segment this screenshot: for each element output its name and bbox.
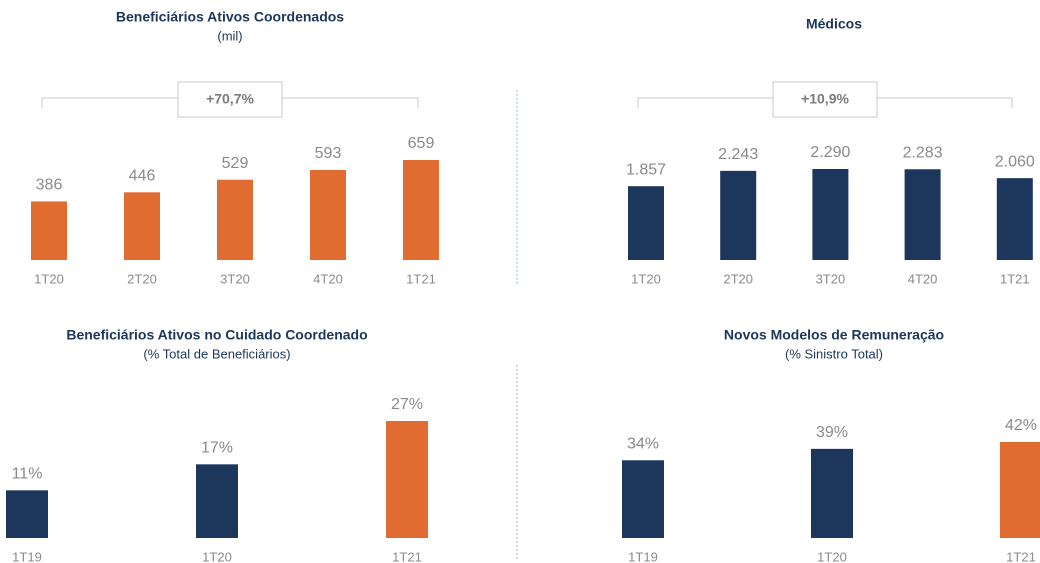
value-label: 2.283	[903, 144, 943, 161]
chart-title: Beneficiários Ativos no Cuidado Coordena…	[66, 327, 367, 343]
value-label: 2.290	[810, 144, 850, 161]
x-tick-label: 1T21	[1006, 549, 1036, 563]
annotation-box	[772, 81, 878, 118]
x-tick-label: 1T21	[392, 549, 422, 563]
x-tick-label: 4T20	[313, 271, 343, 286]
bar	[386, 421, 428, 538]
chart-title: Beneficiários Ativos Coordenados	[116, 9, 344, 25]
value-label: 2.060	[995, 153, 1035, 170]
bar	[622, 460, 664, 538]
bar	[124, 192, 160, 260]
x-tick-label: 1T21	[1000, 271, 1030, 286]
value-label: 529	[222, 155, 249, 172]
bar	[628, 186, 664, 260]
value-label: 11%	[12, 466, 43, 483]
x-tick-label: 3T20	[220, 271, 250, 286]
x-tick-label: 2T20	[127, 271, 157, 286]
x-tick-label: 3T20	[816, 271, 846, 286]
bar	[31, 201, 67, 260]
bar	[217, 179, 253, 260]
x-tick-label: 1T19	[628, 549, 658, 563]
value-label: 17%	[201, 440, 233, 457]
bar	[403, 160, 439, 260]
annotation-box	[177, 81, 283, 118]
bar	[1000, 442, 1040, 538]
value-label: 1.857	[626, 161, 666, 178]
value-label: 659	[408, 135, 435, 152]
bar	[811, 448, 853, 538]
bar	[310, 170, 346, 260]
x-tick-label: 4T20	[908, 271, 938, 286]
chart-title: Novos Modelos de Remuneração	[724, 327, 944, 343]
value-label: 27%	[391, 396, 423, 413]
x-tick-label: 1T20	[202, 549, 232, 563]
x-tick-label: 1T20	[817, 549, 847, 563]
annotation: +70,7%	[206, 91, 254, 107]
bar	[904, 169, 941, 260]
value-label: 39%	[816, 424, 848, 441]
x-tick-label: 2T20	[723, 271, 753, 286]
bar	[720, 170, 757, 260]
bar	[6, 490, 48, 538]
chart-title: Médicos	[806, 16, 862, 32]
chart-subtitle: (% Total de Beneficiários)	[143, 346, 290, 361]
value-label: 2.243	[718, 146, 758, 163]
annotation: +10,9%	[801, 91, 849, 107]
value-label: 42%	[1005, 417, 1037, 434]
bar	[196, 464, 238, 538]
x-tick-label: 1T21	[406, 271, 436, 286]
bar	[996, 178, 1033, 260]
x-tick-label: 1T20	[34, 271, 64, 286]
chart-subtitle: (mil)	[217, 28, 242, 43]
bar	[812, 169, 849, 260]
chart-subtitle: (% Sinistro Total)	[785, 346, 883, 361]
x-tick-label: 1T19	[12, 549, 42, 563]
value-label: 34%	[627, 436, 659, 453]
value-label: 386	[36, 177, 63, 194]
x-tick-label: 1T20	[631, 271, 661, 286]
value-label: 593	[315, 145, 342, 162]
value-label: 446	[129, 168, 156, 185]
